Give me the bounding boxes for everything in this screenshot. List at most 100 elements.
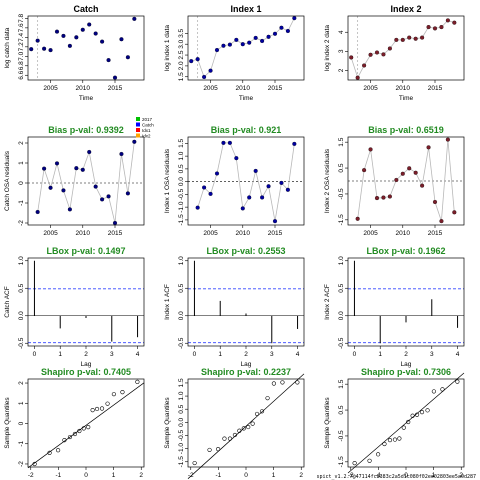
data-point	[234, 37, 239, 42]
legend-label: Idx1	[142, 128, 151, 133]
data-point	[100, 39, 105, 44]
y-tick-label: 0.0	[178, 311, 185, 320]
series-line	[357, 139, 455, 222]
x-tick-label: 2010	[236, 85, 251, 92]
y-tick-label: -0.5	[338, 337, 345, 349]
y-tick-label: 1.0	[18, 256, 25, 265]
qq-point	[207, 447, 212, 453]
data-point	[42, 46, 47, 51]
y-tick-label: 0.5	[338, 283, 345, 292]
data-point	[279, 25, 284, 30]
qq-reference-line	[27, 382, 145, 469]
y-tick-label: 0.0	[338, 311, 345, 320]
panel-title: Bias p-val: 0.9392	[48, 125, 124, 135]
data-point	[214, 48, 220, 53]
data-point	[387, 46, 392, 51]
y-axis-label: Index 1 ACF	[164, 284, 171, 320]
qq-point	[62, 437, 67, 443]
qq-reference-line	[347, 372, 465, 474]
y-tick-label: -2	[18, 220, 25, 226]
y-tick-label: 3.0	[178, 39, 185, 48]
qq-point	[232, 432, 238, 438]
data-point	[400, 171, 405, 176]
qq-point	[237, 428, 242, 433]
y-tick-label: 4	[338, 30, 345, 34]
data-point	[420, 183, 425, 188]
qq-point	[431, 389, 436, 394]
y-tick-label: 7.8	[18, 13, 25, 22]
data-point	[48, 48, 53, 53]
y-tick-label: -0.5	[178, 188, 185, 200]
panel-title: Catch	[73, 4, 98, 14]
y-tick-label: -0.5	[338, 430, 345, 442]
y-axis-label: Sample Quantiles	[324, 397, 331, 449]
data-point	[227, 140, 232, 145]
data-point	[420, 35, 425, 40]
qq-point	[81, 426, 86, 431]
data-point	[292, 141, 297, 146]
data-point	[214, 171, 220, 176]
x-tick-label: 1	[112, 472, 116, 479]
x-tick-label: 0	[244, 472, 248, 479]
data-point	[227, 42, 232, 47]
y-tick-label: 1.0	[178, 256, 185, 265]
data-point	[61, 33, 66, 38]
data-point	[80, 27, 85, 32]
y-tick-label: 0.5	[338, 405, 345, 414]
x-tick-label: -2	[188, 472, 194, 479]
y-tick-label: -2	[18, 461, 25, 467]
y-axis-label: Sample Quantiles	[164, 397, 171, 449]
qq-point	[216, 447, 221, 452]
data-point	[54, 29, 60, 34]
data-point	[279, 180, 284, 185]
panel-0: Catch 2005 2010 2015 6.66.87.07.27.47.67.8 Ti…	[4, 4, 145, 102]
data-point	[374, 196, 380, 201]
x-tick-label: 2015	[428, 230, 443, 237]
data-point	[426, 145, 431, 150]
y-tick-label: -0.5	[18, 337, 25, 349]
x-axis-label: Time	[79, 95, 94, 102]
data-point	[266, 184, 271, 189]
data-point	[426, 25, 431, 30]
data-point	[112, 220, 118, 226]
panel-title: Index 2	[390, 4, 421, 14]
panel-6: LBox p-val: 0.1497 0 1 2 3 4 -0.5 0.0 0.5 1.0 Lag C…	[4, 246, 145, 368]
qq-point	[135, 379, 140, 384]
qq-point	[241, 426, 246, 431]
data-point	[394, 177, 399, 183]
x-tick-label: 1	[218, 351, 222, 358]
y-tick-label: 1.5	[338, 137, 345, 146]
data-point	[54, 161, 60, 166]
qq-point	[259, 409, 265, 414]
data-point	[349, 55, 354, 60]
qq-point	[265, 396, 270, 401]
data-point	[80, 167, 85, 172]
y-tick-label: 7.4	[18, 32, 25, 41]
qq-point	[246, 424, 251, 430]
y-tick-label: 6.6	[18, 70, 25, 79]
panel-4: Bias p-val: 0.921 2005 2010 2015 -1.5-1.0-0.…	[164, 125, 305, 237]
qq-point	[455, 379, 460, 384]
x-tick-label: 2	[244, 351, 248, 358]
data-point	[132, 139, 137, 144]
data-point	[67, 43, 72, 48]
y-tick-label: 0	[18, 421, 25, 425]
qq-point	[192, 460, 197, 466]
data-point	[234, 156, 239, 161]
footer-version: spict_v1.2.7@47114fc8383c2a5d1c080f02ee0…	[316, 474, 476, 480]
y-tick-label: 1.5	[338, 379, 345, 388]
data-point	[202, 74, 207, 80]
qq-point	[382, 441, 387, 447]
y-tick-label: -1.5	[338, 456, 345, 468]
y-tick-label: 1	[18, 401, 25, 405]
qq-point	[397, 436, 402, 441]
data-point	[407, 166, 412, 171]
y-tick-label: 1.0	[178, 391, 185, 400]
qq-point	[77, 428, 82, 434]
data-point	[125, 55, 130, 60]
x-tick-label: -1	[55, 472, 61, 479]
plot-frame	[347, 15, 465, 81]
data-point	[260, 38, 265, 43]
